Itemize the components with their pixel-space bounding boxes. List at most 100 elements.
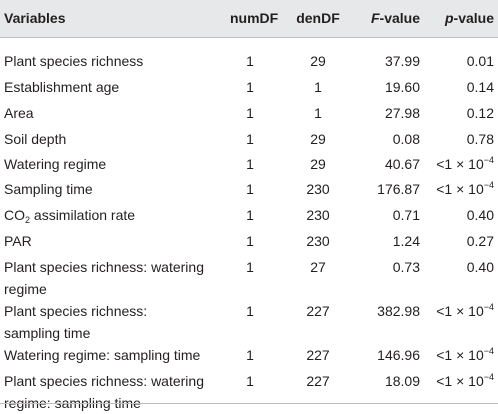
variable-cell: Soil depth — [4, 128, 254, 150]
fvalue-cell: 146.96 — [377, 347, 420, 363]
pvalue-exponent: −4 — [483, 346, 494, 356]
fvalue-cell: 382.98 — [377, 303, 420, 319]
header-fvalue: F-value — [350, 9, 420, 28]
pvalue-text: <1 × 10 — [436, 181, 484, 197]
variable-name-continued: sampling time — [4, 325, 91, 341]
pvalue-text: <1 × 10 — [436, 156, 484, 172]
pvalue-cell: <1 × 10−4 — [418, 300, 494, 322]
variable-name: PAR — [4, 233, 32, 249]
numdf-cell: 1 — [246, 373, 254, 389]
fvalue-cell: 176.87 — [377, 181, 420, 197]
dendf-cell: 230 — [306, 207, 330, 223]
pvalue-exponent: −4 — [483, 180, 494, 190]
pvalue-text: <1 × 10 — [436, 373, 484, 389]
dendf-cell: 1 — [314, 105, 322, 121]
header-pvalue-rest: -value — [453, 10, 494, 26]
numdf-cell: 1 — [246, 207, 254, 223]
fvalue-cell: 0.08 — [392, 131, 420, 147]
variable-name: Soil depth — [4, 131, 67, 147]
dendf-cell: 1 — [314, 79, 322, 95]
dendf-cell: 227 — [306, 373, 330, 389]
numdf-cell: 1 — [246, 105, 254, 121]
pvalue-text: 0.01 — [466, 53, 494, 69]
numdf-cell: 1 — [246, 131, 254, 147]
variable-cell: Area — [4, 102, 254, 124]
dendf-cell: 29 — [310, 156, 326, 172]
numdf-cell: 1 — [246, 53, 254, 69]
pvalue-text: <1 × 10 — [436, 347, 484, 363]
variable-name: Plant species richness: watering — [4, 373, 204, 389]
pvalue-exponent: −4 — [483, 302, 494, 312]
pvalue-cell: 0.40 — [418, 256, 494, 278]
pvalue-cell: 0.14 — [418, 76, 494, 98]
pvalue-exponent: −4 — [483, 155, 494, 165]
variable-cell: Watering regime — [4, 153, 254, 175]
numdf-cell: 1 — [246, 259, 254, 275]
variable-name: Plant species richness — [4, 53, 144, 69]
header-pvalue-italic: p — [444, 10, 454, 26]
pvalue-text: 0.78 — [466, 131, 494, 147]
header-rule — [0, 37, 498, 38]
variable-cell: Watering regime: sampling time — [4, 344, 254, 366]
dendf-cell: 230 — [306, 181, 330, 197]
pvalue-cell: 0.01 — [418, 50, 494, 72]
header-fvalue-italic: F — [370, 10, 380, 26]
dendf-cell: 230 — [306, 233, 330, 249]
variable-subscript: 2 — [25, 215, 31, 225]
pvalue-text: 0.14 — [466, 79, 494, 95]
variable-name: Plant species richness: watering — [4, 259, 204, 275]
variable-cell: PAR — [4, 230, 254, 252]
variable-cell: Establishment age — [4, 76, 254, 98]
pvalue-cell: <1 × 10−4 — [418, 344, 494, 366]
dendf-cell: 227 — [306, 347, 330, 363]
numdf-cell: 1 — [246, 181, 254, 197]
dendf-cell: 27 — [310, 259, 326, 275]
pvalue-text: <1 × 10 — [436, 303, 484, 319]
fvalue-cell: 18.09 — [384, 373, 420, 389]
pvalue-cell: <1 × 10−4 — [418, 153, 494, 175]
fvalue-cell: 40.67 — [384, 156, 420, 172]
dendf-cell: 29 — [310, 131, 326, 147]
variable-name: Area — [4, 105, 34, 121]
pvalue-cell: 0.27 — [418, 230, 494, 252]
pvalue-text: 0.40 — [466, 207, 494, 223]
numdf-cell: 1 — [246, 233, 254, 249]
pvalue-text: 0.12 — [466, 105, 494, 121]
pvalue-exponent: −4 — [483, 372, 494, 382]
fvalue-cell: 19.60 — [384, 79, 420, 95]
header-variables: Variables — [4, 10, 66, 26]
variable-cell: Plant species richness: sampling time — [4, 300, 254, 344]
header-numdf: numDF — [230, 10, 279, 26]
fvalue-cell: 0.73 — [392, 259, 420, 275]
header-fvalue-rest: -value — [379, 10, 420, 26]
fvalue-cell: 1.24 — [392, 233, 420, 249]
pvalue-cell: 0.12 — [418, 102, 494, 124]
variable-name: Sampling time — [4, 181, 93, 197]
variable-name: Establishment age — [4, 79, 120, 95]
variable-cell: Sampling time — [4, 178, 254, 200]
pvalue-text: 0.40 — [466, 259, 494, 275]
variable-name: Plant species richness: — [4, 303, 148, 319]
pvalue-cell: 0.40 — [418, 204, 494, 226]
pvalue-text: 0.27 — [466, 233, 494, 249]
numdf-cell: 1 — [246, 156, 254, 172]
numdf-cell: 1 — [246, 303, 254, 319]
variable-cell: Plant species richness: watering regime: … — [4, 370, 254, 414]
variable-cell: CO2 assimilation rate — [4, 204, 254, 226]
variable-name: Watering regime: sampling time — [4, 347, 201, 363]
pvalue-cell: 0.78 — [418, 128, 494, 150]
variable-name: Watering regime — [4, 156, 107, 172]
pvalue-cell: <1 × 10−4 — [418, 370, 494, 392]
dendf-cell: 227 — [306, 303, 330, 319]
fvalue-cell: 0.71 — [392, 207, 420, 223]
variable-name-continued: regime — [4, 281, 47, 297]
header-pvalue: p-value — [418, 9, 494, 28]
table-header: Variables numDF denDF F-value p-value — [0, 0, 498, 37]
variable-name-rest: assimilation rate — [30, 207, 136, 223]
dendf-cell: 29 — [310, 53, 326, 69]
numdf-cell: 1 — [246, 79, 254, 95]
variable-cell: Plant species richness — [4, 50, 254, 72]
variable-cell: Plant species richness: watering regime — [4, 256, 254, 300]
pvalue-cell: <1 × 10−4 — [418, 178, 494, 200]
